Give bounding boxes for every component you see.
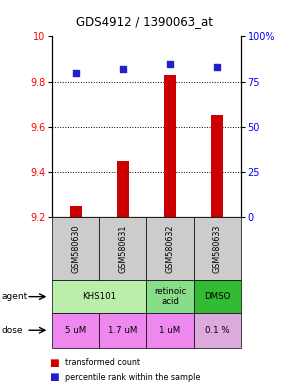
Point — [73, 70, 78, 76]
Text: retinoic
acid: retinoic acid — [154, 287, 186, 306]
Text: KHS101: KHS101 — [82, 292, 116, 301]
Text: ■: ■ — [49, 372, 59, 382]
Text: GDS4912 / 1390063_at: GDS4912 / 1390063_at — [77, 15, 213, 28]
Text: ■: ■ — [49, 358, 59, 368]
Point — [121, 66, 125, 72]
Bar — [117, 161, 129, 217]
Text: agent: agent — [1, 292, 28, 301]
Bar — [164, 75, 176, 217]
Text: 0.1 %: 0.1 % — [205, 326, 229, 335]
Text: 1 uM: 1 uM — [160, 326, 181, 335]
Text: GSM580630: GSM580630 — [71, 225, 80, 273]
Text: 1.7 uM: 1.7 uM — [108, 326, 137, 335]
Text: percentile rank within the sample: percentile rank within the sample — [65, 372, 201, 382]
Text: dose: dose — [1, 326, 23, 335]
Point — [215, 64, 220, 70]
Text: transformed count: transformed count — [65, 358, 140, 367]
Bar — [211, 116, 223, 217]
Text: GSM580633: GSM580633 — [213, 225, 222, 273]
Text: GSM580631: GSM580631 — [118, 225, 127, 273]
Bar — [70, 206, 82, 217]
Text: DMSO: DMSO — [204, 292, 230, 301]
Point — [168, 61, 172, 67]
Text: 5 uM: 5 uM — [65, 326, 86, 335]
Text: GSM580632: GSM580632 — [166, 224, 175, 273]
